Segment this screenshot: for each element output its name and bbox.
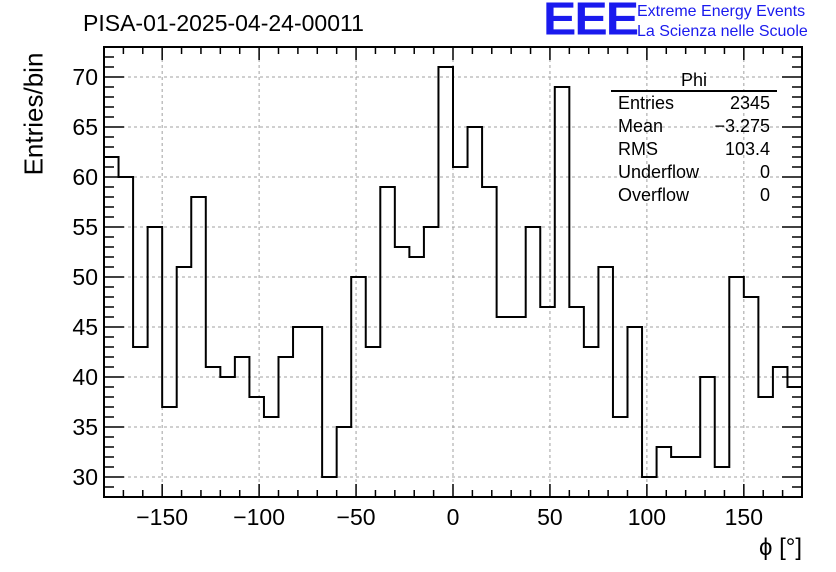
plot-frame [103,46,803,498]
x-tick-label: 50 [537,504,563,530]
y-tick-label: 30 [72,464,98,490]
chart-title: PISA-01-2025-04-24-00011 [83,10,364,36]
stats-row-entries: Entries 2345 [611,92,777,115]
stats-label: Overflow [618,185,690,205]
stats-label: RMS [618,139,658,159]
x-tick-label: −150 [136,504,188,530]
stats-label: Underflow [618,162,700,182]
x-tick-label: 100 [628,504,666,530]
stats-value: 2345 [729,93,770,113]
histogram-line [104,66,802,478]
x-tick-label: −100 [233,504,285,530]
x-tick-label: −50 [337,504,376,530]
stats-value: 0 [759,185,770,205]
y-tick-label: 50 [72,264,98,290]
stats-label: Mean [618,116,664,136]
eee-logo: EEE [543,0,639,45]
y-tick-label: 70 [72,64,98,90]
stats-box: Phi Entries 2345 Mean −3.275 RMS 103.4 U… [611,70,777,207]
y-tick-label: 45 [72,314,98,340]
stats-value: −3.275 [714,116,770,136]
stats-value: 0 [759,162,770,182]
stats-row-mean: Mean −3.275 [611,115,777,138]
y-tick-label: 35 [72,414,98,440]
stats-row-rms: RMS 103.4 [611,138,777,161]
stats-row-underflow: Underflow 0 [611,161,777,184]
stats-value: 103.4 [724,139,770,159]
y-tick-label: 65 [72,114,98,140]
stats-row-overflow: Overflow 0 [611,184,777,207]
y-tick-label: 60 [72,164,98,190]
y-tick-label: 40 [72,364,98,390]
tick-labels: −150 −100 −50 0 50 100 150 30 35 40 45 50 55 60 65 70 [72,64,763,530]
x-tick-label: 0 [447,504,460,530]
logo-subtitle-1: Extreme Energy Events [637,3,806,20]
stats-title: Phi [611,70,777,92]
logo-subtitle-2: La Scienza nelle Scuole [637,23,808,40]
y-tick-label: 55 [72,214,98,240]
x-axis-label: ϕ [°] [758,534,802,561]
stats-label: Entries [618,93,675,113]
x-tick-label: 150 [725,504,763,530]
